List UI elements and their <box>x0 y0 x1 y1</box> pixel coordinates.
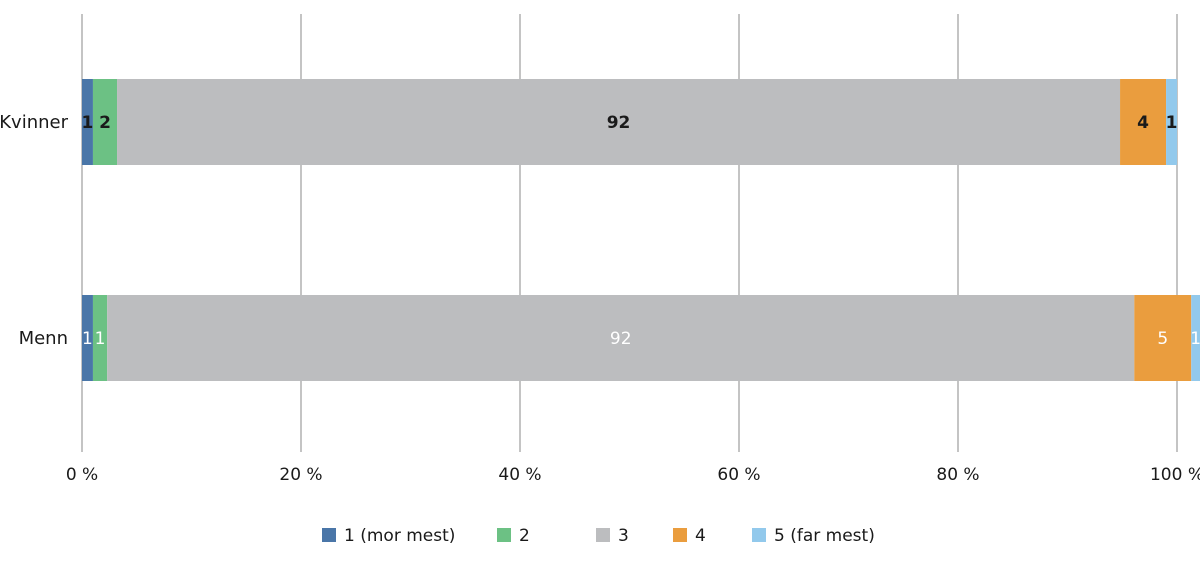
x-tick-label-60: 60 % <box>717 465 760 485</box>
legend-label-5: 5 (far mest) <box>774 526 875 546</box>
category-labels: Kvinner Menn <box>0 112 69 349</box>
legend-label-3: 3 <box>618 526 629 546</box>
x-tick-label-80: 80 % <box>936 465 979 485</box>
bar-segment-menn-4 <box>1134 295 1192 381</box>
x-tick-label-40: 40 % <box>498 465 541 485</box>
bar-segment-menn-3 <box>107 295 1135 381</box>
category-label-kvinner: Kvinner <box>0 112 69 133</box>
bars <box>82 79 1200 381</box>
legend-label-2: 2 <box>519 526 530 546</box>
legend-label-1: 1 (mor mest) <box>344 526 455 546</box>
bar-segment-menn-1 <box>82 295 93 381</box>
legend: 1 (mor mest) 2 3 4 5 (far mest) <box>322 526 875 546</box>
legend-swatch-5 <box>752 528 766 542</box>
legend-swatch-2 <box>497 528 511 542</box>
bar-segment-kvinner-1 <box>82 79 93 165</box>
x-tick-label-100: 100 % <box>1150 465 1200 485</box>
bar-segment-menn-5 <box>1191 295 1200 381</box>
data-label-menn-4: 5 <box>1157 329 1168 349</box>
legend-swatch-4 <box>673 528 687 542</box>
x-axis-tick-labels: 0 % 20 % 40 % 60 % 80 % 100 % <box>66 465 1200 485</box>
segment-labels: 1 2 92 4 11 1 92 5 1 <box>82 113 1200 349</box>
bar-segment-kvinner-4 <box>1120 79 1167 165</box>
data-label-kvinner-5: 1 <box>1166 113 1178 133</box>
legend-swatch-1 <box>322 528 336 542</box>
data-label-kvinner-1: 1 <box>82 113 94 133</box>
bar-segment-menn-2 <box>92 295 108 381</box>
data-label-kvinner-3: 92 <box>607 113 631 133</box>
legend-swatch-3 <box>596 528 610 542</box>
x-tick-label-20: 20 % <box>279 465 322 485</box>
x-tick-label-0: 0 % <box>66 465 98 485</box>
legend-label-4: 4 <box>695 526 706 546</box>
data-label-menn-5: 1 <box>1190 329 1200 349</box>
bar-segment-kvinner-5 <box>1166 79 1177 165</box>
data-label-menn-1: 1 <box>82 329 93 349</box>
data-label-kvinner-4: 4 <box>1137 113 1149 133</box>
data-label-kvinner-2: 2 <box>99 113 111 133</box>
bar-segment-kvinner-3 <box>117 79 1121 165</box>
bar-segment-kvinner-2 <box>92 79 118 165</box>
category-label-menn: Menn <box>19 328 68 349</box>
data-label-menn-2: 1 <box>95 329 106 349</box>
data-label-menn-3: 92 <box>610 329 632 349</box>
